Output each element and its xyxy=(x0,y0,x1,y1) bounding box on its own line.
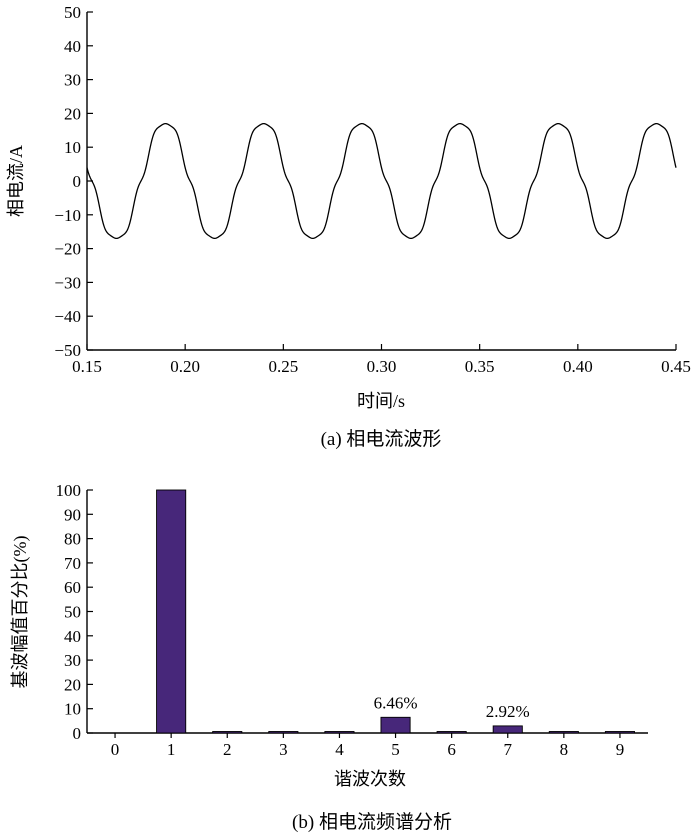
bar-harmonic-2 xyxy=(212,731,243,734)
x-tick-label: 4 xyxy=(335,740,344,759)
y-axis-label: 相电流/A xyxy=(6,145,26,217)
x-tick-label: 5 xyxy=(391,740,400,759)
y-tick-label: 0 xyxy=(73,172,82,191)
y-tick-label: −50 xyxy=(54,341,81,360)
y-tick-label: −20 xyxy=(54,240,81,259)
x-tick-label: 3 xyxy=(279,740,288,759)
y-tick-label: 30 xyxy=(64,651,81,670)
y-tick-label: 20 xyxy=(64,104,81,123)
x-tick-label: 1 xyxy=(167,740,176,759)
bar-harmonic-7 xyxy=(492,725,523,734)
bar-harmonic-8 xyxy=(548,731,579,734)
y-tick-label: 40 xyxy=(64,37,81,56)
x-tick-label: 6 xyxy=(447,740,456,759)
y-tick-label: 50 xyxy=(64,603,81,622)
phase-current-series-line xyxy=(86,122,677,240)
bar-harmonic-9 xyxy=(604,731,635,734)
bar-harmonic-4 xyxy=(324,731,355,734)
x-tick-label: 0 xyxy=(111,740,120,759)
y-tick-label: 60 xyxy=(64,578,81,597)
x-tick-label: 0.45 xyxy=(661,357,691,376)
x-tick-label: 0.35 xyxy=(465,357,495,376)
x-tick-label: 0.30 xyxy=(367,357,397,376)
bar-harmonic-1 xyxy=(156,489,187,734)
x-axis-label: 时间/s xyxy=(357,391,405,411)
y-tick-label: 100 xyxy=(56,481,82,500)
data-label-harmonic-7: 2.92% xyxy=(486,702,530,721)
y-tick-label: 70 xyxy=(64,554,81,573)
x-tick-label: 8 xyxy=(560,740,569,759)
x-tick-label: 2 xyxy=(223,740,232,759)
bar-harmonic-6 xyxy=(436,731,467,734)
phase-current-waveform-chart: 50 40 30 20 10 0 −10 −20 −30 −40 −50 0.15 0.20 0.25 0… xyxy=(6,3,691,450)
x-tick-label: 0.15 xyxy=(72,357,102,376)
y-tick-label: −30 xyxy=(54,273,81,292)
bar-harmonic-3 xyxy=(268,731,299,734)
y-tick-label: 10 xyxy=(64,700,81,719)
x-tick-label: 0.40 xyxy=(563,357,593,376)
x-tick-label: 7 xyxy=(504,740,513,759)
y-tick-label: 10 xyxy=(64,138,81,157)
y-tick-label: 0 xyxy=(73,724,82,743)
chart-caption: (b) 相电流频谱分析 xyxy=(292,811,452,833)
y-tick-label: −40 xyxy=(54,307,81,326)
chart-caption: (a) 相电流波形 xyxy=(321,428,442,450)
y-tick-label: 90 xyxy=(64,505,81,524)
y-tick-label: 50 xyxy=(64,3,81,22)
x-tick-label: 0.20 xyxy=(170,357,200,376)
x-tick-label: 0.25 xyxy=(268,357,298,376)
x-tick-label: 9 xyxy=(616,740,625,759)
x-axis-label: 谐波次数 xyxy=(334,769,406,789)
y-tick-label: −10 xyxy=(54,206,81,225)
data-label-harmonic-5: 6.46% xyxy=(374,693,418,712)
bar-harmonic-5 xyxy=(380,716,411,734)
y-tick-label: 20 xyxy=(64,675,81,694)
y-axis-label: 基波幅值百分比(%) xyxy=(10,536,31,689)
y-tick-label: 30 xyxy=(64,71,81,90)
y-tick-label: 40 xyxy=(64,627,81,646)
y-tick-label: 80 xyxy=(64,530,81,549)
